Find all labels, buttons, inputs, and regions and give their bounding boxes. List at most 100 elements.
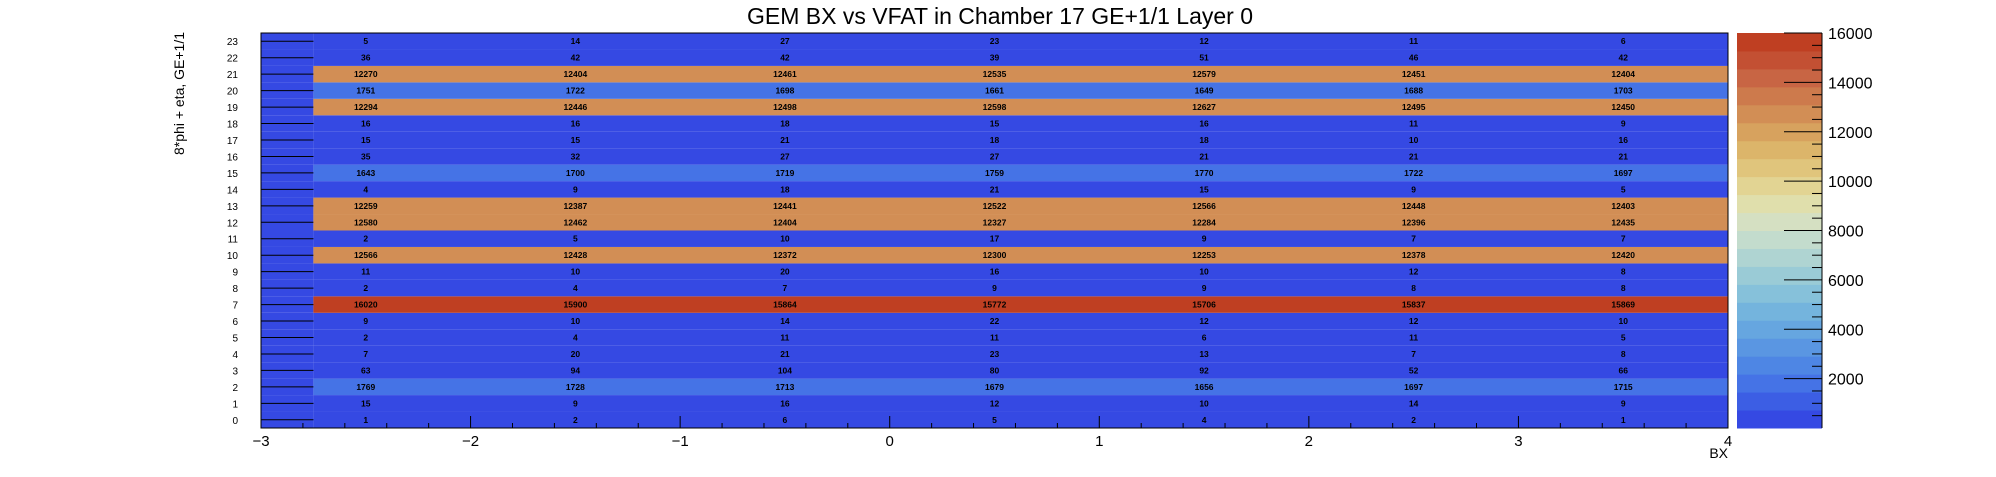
cell-value-label: 10 xyxy=(571,316,581,326)
colorbar-segment xyxy=(1737,410,1822,429)
x-tick-label: −3 xyxy=(252,433,269,450)
y-tick-label: 2 xyxy=(232,383,238,394)
cell-value-label: 20 xyxy=(571,349,581,359)
cell-value-label: 12403 xyxy=(1611,201,1635,211)
cell-value-label: 1722 xyxy=(1404,168,1423,178)
heatmap-cell xyxy=(313,164,1729,182)
cell-value-label: 1697 xyxy=(1404,382,1423,392)
cell-value-label: 18 xyxy=(780,119,790,129)
cell-value-label: 42 xyxy=(1618,53,1628,63)
cell-value-label: 18 xyxy=(780,184,790,194)
heatmap-cell xyxy=(313,296,1729,313)
cell-value-label: 8 xyxy=(1411,283,1416,293)
cell-value-label: 12300 xyxy=(983,250,1007,260)
cell-value-label: 27 xyxy=(990,151,1000,161)
colorbar-tick-label: 2000 xyxy=(1828,372,1864,389)
cell-value-label: 4 xyxy=(573,283,578,293)
cell-value-label: 8 xyxy=(1621,267,1626,277)
cell-value-label: 7 xyxy=(1411,234,1416,244)
cell-value-label: 12270 xyxy=(354,69,378,79)
cell-value-label: 2 xyxy=(573,415,578,425)
cell-value-label: 2 xyxy=(363,283,368,293)
x-tick-label: 4 xyxy=(1724,433,1732,450)
heatmap-cell xyxy=(313,312,1729,330)
cell-value-label: 92 xyxy=(1199,365,1209,375)
y-tick-label: 5 xyxy=(232,333,238,344)
heatmap-cell xyxy=(313,362,1729,379)
cell-value-label: 12451 xyxy=(1402,69,1426,79)
cell-value-label: 5 xyxy=(1621,332,1626,342)
cell-value-label: 17 xyxy=(990,234,1000,244)
heatmap-cell xyxy=(313,246,1729,264)
y-tick-label: 20 xyxy=(227,87,239,98)
heatmap-cell xyxy=(313,65,1729,83)
heatmap-cell xyxy=(313,214,1729,231)
cell-value-label: 1719 xyxy=(775,168,794,178)
cell-value-label: 21 xyxy=(990,184,1000,194)
cell-value-label: 80 xyxy=(990,365,1000,375)
cell-value-label: 10 xyxy=(1409,135,1419,145)
cell-value-label: 11 xyxy=(1409,119,1418,129)
cell-value-label: 1722 xyxy=(566,86,585,96)
cell-value-label: 9 xyxy=(1202,283,1207,293)
cell-value-label: 9 xyxy=(363,316,368,326)
cell-value-label: 12428 xyxy=(564,250,588,260)
colorbar-segment xyxy=(1737,392,1822,411)
cell-value-label: 9 xyxy=(1621,398,1626,408)
cell-value-label: 12404 xyxy=(564,69,588,79)
cell-value-label: 1700 xyxy=(566,168,585,178)
cell-value-label: 1703 xyxy=(1614,86,1633,96)
colorbar-tick-label: 10000 xyxy=(1828,174,1873,191)
cell-value-label: 10 xyxy=(1199,267,1209,277)
cell-value-label: 12461 xyxy=(773,69,797,79)
cell-value-label: 9 xyxy=(1411,184,1416,194)
colorbar-segment xyxy=(1737,122,1822,142)
cell-value-label: 12435 xyxy=(1611,217,1635,227)
cell-value-label: 12327 xyxy=(983,217,1007,227)
cell-value-label: 12535 xyxy=(983,69,1007,79)
heatmap-cell xyxy=(313,115,1729,132)
cell-value-label: 12 xyxy=(990,398,1000,408)
cell-value-label: 1751 xyxy=(356,86,375,96)
cell-value-label: 21 xyxy=(1199,151,1209,161)
cell-value-label: 16020 xyxy=(354,300,378,310)
y-tick-label: 18 xyxy=(227,120,239,131)
cell-value-label: 16 xyxy=(1199,119,1209,129)
cell-value-label: 21 xyxy=(780,349,790,359)
chart-title: GEM BX vs VFAT in Chamber 17 GE+1/1 Laye… xyxy=(747,3,1253,29)
y-tick-label: 19 xyxy=(227,103,239,114)
cell-value-label: 52 xyxy=(1409,365,1419,375)
colorbar-segment xyxy=(1737,158,1822,178)
cell-value-label: 1688 xyxy=(1404,86,1423,96)
y-tick-label: 3 xyxy=(232,366,238,377)
cell-value-label: 11 xyxy=(361,267,370,277)
cell-value-label: 10 xyxy=(1618,316,1628,326)
cell-value-label: 7 xyxy=(363,349,368,359)
colorbar-segment xyxy=(1737,284,1822,303)
cell-value-label: 12498 xyxy=(773,102,797,112)
colorbar-segment xyxy=(1737,302,1822,321)
cell-value-label: 94 xyxy=(571,365,581,375)
cell-value-label: 15 xyxy=(571,135,581,145)
y-tick-label: 10 xyxy=(227,251,239,262)
colorbar-segment xyxy=(1737,266,1822,285)
cell-value-label: 12404 xyxy=(773,217,797,227)
cell-value-label: 12 xyxy=(1409,316,1419,326)
cell-value-label: 6 xyxy=(1202,332,1207,342)
y-tick-label: 4 xyxy=(232,350,238,361)
y-tick-label: 7 xyxy=(232,301,238,312)
heatmap-cells xyxy=(261,33,1729,428)
cell-value-label: 7 xyxy=(783,283,788,293)
cell-value-label: 15900 xyxy=(564,300,588,310)
cell-value-label: 12387 xyxy=(564,201,588,211)
cell-value-label: 12566 xyxy=(354,250,378,260)
colorbar-segment xyxy=(1737,320,1822,339)
cell-value-label: 4 xyxy=(573,332,578,342)
y-tick-label: 13 xyxy=(227,202,239,213)
x-tick-label: −2 xyxy=(462,433,479,450)
cell-value-label: 14 xyxy=(780,316,790,326)
cell-value-label: 6 xyxy=(1621,36,1626,46)
